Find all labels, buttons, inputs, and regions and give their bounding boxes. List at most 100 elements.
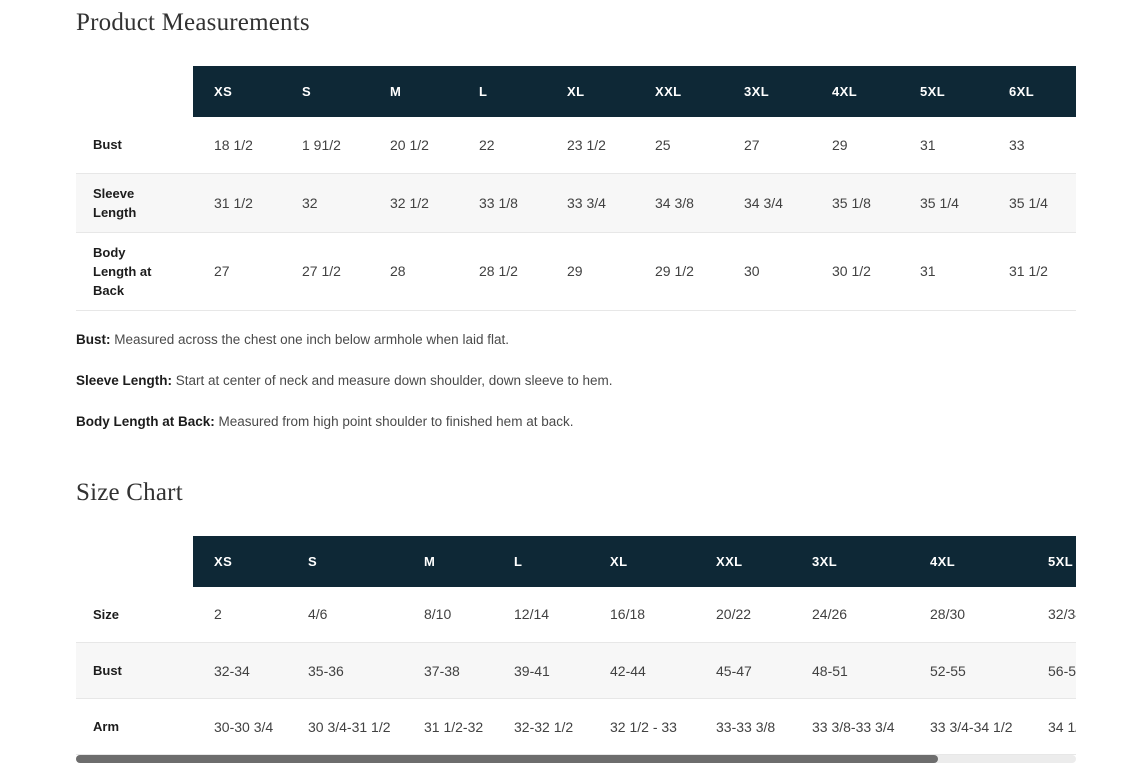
size-cell: 42-44 (610, 662, 646, 679)
measurement-cell: 32 1/2 (390, 194, 429, 211)
measurement-cell: 31 1/2 (214, 194, 253, 211)
measurement-note-sleeve-length: Sleeve Length: Start at center of neck a… (76, 373, 1076, 388)
size-cell: 33 3/4-34 1/2 (930, 718, 1013, 735)
size-cell: 37-38 (424, 662, 460, 679)
measurement-cell: 35 1/8 (832, 194, 871, 211)
measurement-cell: 34 3/4 (744, 194, 783, 211)
size-cell: 4/6 (308, 606, 328, 623)
sc-header-spacer (76, 535, 193, 587)
pm-column-header-3xl: 3XL (723, 66, 811, 117)
size-cell: 45-47 (716, 662, 752, 679)
measurement-cell: 28 (390, 263, 406, 279)
pm-column-header-xs: XS (193, 66, 281, 117)
measurement-cell: 34 3/8 (655, 194, 694, 211)
sc-row-arm: Arm 30-30 3/4 30 3/4-31 1/2 31 1/2-32 32… (76, 699, 1076, 755)
size-chart-title: Size Chart (76, 478, 183, 506)
measurement-notes: Bust: Measured across the chest one inch… (76, 332, 1076, 429)
note-term: Bust: (76, 331, 111, 347)
sc-column-header-s: S (287, 535, 403, 587)
size-cell: 32-32 1/2 (514, 718, 574, 735)
product-measurements-title: Product Measurements (76, 9, 310, 36)
measurement-cell: 29 1/2 (655, 263, 694, 279)
note-text: Measured across the chest one inch below… (110, 331, 509, 347)
measurement-cell: 35 1/4 (920, 194, 959, 211)
sc-column-header-5xl: 5XL (1027, 535, 1076, 587)
note-text: Start at center of neck and measure down… (172, 372, 613, 388)
pm-row-label-body-length: Body Length at Back (93, 244, 152, 298)
measurement-cell: 27 (744, 136, 760, 153)
sc-row-label-size: Size (93, 606, 120, 622)
pm-row-sleeve-length: Sleeve Length 31 1/2 32 32 1/2 33 1/8 33… (76, 173, 1076, 232)
measurement-note-body-length: Body Length at Back: Measured from high … (76, 414, 1076, 429)
horizontal-scrollbar-thumb[interactable] (76, 755, 938, 763)
size-cell: 33 3/8-33 3/4 (812, 718, 895, 735)
measurement-cell: 27 1/2 (302, 263, 341, 279)
size-guide-content: Product Measurements XS S M L XL XXL 3XL… (76, 8, 1076, 763)
pm-column-header-s: S (281, 66, 369, 117)
pm-row-body-length: Body Length at Back 27 27 1/2 28 28 1/2 … (76, 232, 1076, 310)
measurement-cell: 31 (920, 263, 936, 279)
measurement-cell: 20 1/2 (390, 136, 429, 153)
note-term: Sleeve Length: (76, 372, 173, 388)
measurement-cell: 30 (744, 263, 760, 279)
pm-row-label-bust: Bust (93, 137, 122, 153)
pm-row-label-sleeve-length: Sleeve Length (93, 185, 137, 220)
size-cell: 39-41 (514, 662, 550, 679)
sc-header-row: XS S M L XL XXL 3XL 4XL 5XL (76, 535, 1076, 587)
measurement-cell: 29 (567, 263, 583, 279)
measurement-cell: 18 1/2 (214, 136, 253, 153)
size-cell: 20/22 (716, 606, 752, 623)
pm-column-header-4xl: 4XL (811, 66, 899, 117)
size-cell: 31 1/2-32 (424, 718, 484, 735)
measurement-cell: 33 (1009, 136, 1025, 153)
size-cell: 33-33 3/8 (716, 718, 776, 735)
size-chart-table: XS S M L XL XXL 3XL 4XL 5XL Size 2 (76, 535, 1076, 756)
measurement-cell: 35 1/4 (1009, 194, 1048, 211)
measurement-cell: 25 (655, 136, 671, 153)
size-cell: 32/34 (1048, 606, 1076, 623)
measurement-cell: 32 (302, 194, 318, 211)
measurement-cell: 22 (479, 136, 495, 153)
measurement-cell: 33 3/4 (567, 194, 606, 211)
pm-column-header-l: L (458, 66, 546, 117)
note-term: Body Length at Back: (76, 413, 215, 429)
size-cell: 8/10 (424, 606, 452, 623)
sc-row-size: Size 2 4/6 8/10 12/14 16/18 20/22 24/26 … (76, 587, 1076, 643)
pm-header-spacer (76, 66, 193, 117)
sc-column-header-xl: XL (589, 535, 695, 587)
size-cell: 12/14 (514, 606, 550, 623)
sc-row-label-bust: Bust (93, 663, 122, 678)
size-cell: 32-34 (214, 662, 250, 679)
measurement-note-bust: Bust: Measured across the chest one inch… (76, 332, 1076, 347)
sc-column-header-4xl: 4XL (909, 535, 1027, 587)
size-cell: 34 1/4 (1048, 718, 1076, 735)
measurement-cell: 33 1/8 (479, 194, 518, 211)
pm-column-header-xl: XL (546, 66, 634, 117)
measurement-cell: 28 1/2 (479, 263, 518, 279)
note-text: Measured from high point shoulder to fin… (214, 413, 574, 429)
size-chart-scroll-area[interactable]: XS S M L XL XXL 3XL 4XL 5XL Size 2 (76, 535, 1076, 756)
measurement-cell: 31 1/2 (1009, 263, 1048, 279)
measurement-cell: 29 (832, 136, 848, 153)
size-cell: 56-59 (1048, 662, 1076, 679)
measurement-cell: 27 (214, 263, 230, 279)
size-cell: 24/26 (812, 606, 848, 623)
size-cell: 48-51 (812, 662, 848, 679)
pm-column-header-6xl: 6XL (988, 66, 1076, 117)
sc-row-bust: Bust 32-34 35-36 37-38 39-41 42-44 45-47… (76, 642, 1076, 699)
sc-row-label-arm: Arm (93, 719, 120, 734)
sc-column-header-xs: XS (193, 535, 287, 587)
measurement-cell: 1 91/2 (302, 136, 341, 153)
horizontal-scrollbar-track[interactable] (76, 755, 1076, 763)
size-cell: 30-30 3/4 (214, 718, 274, 735)
size-cell: 35-36 (308, 662, 344, 679)
size-cell: 30 3/4-31 1/2 (308, 718, 391, 735)
size-cell: 28/30 (930, 606, 966, 623)
sc-column-header-m: M (403, 535, 493, 587)
size-cell: 16/18 (610, 606, 646, 623)
size-cell: 52-55 (930, 662, 966, 679)
sc-column-header-l: L (493, 535, 589, 587)
size-cell: 32 1/2 - 33 (610, 718, 677, 735)
measurement-cell: 23 1/2 (567, 136, 606, 153)
